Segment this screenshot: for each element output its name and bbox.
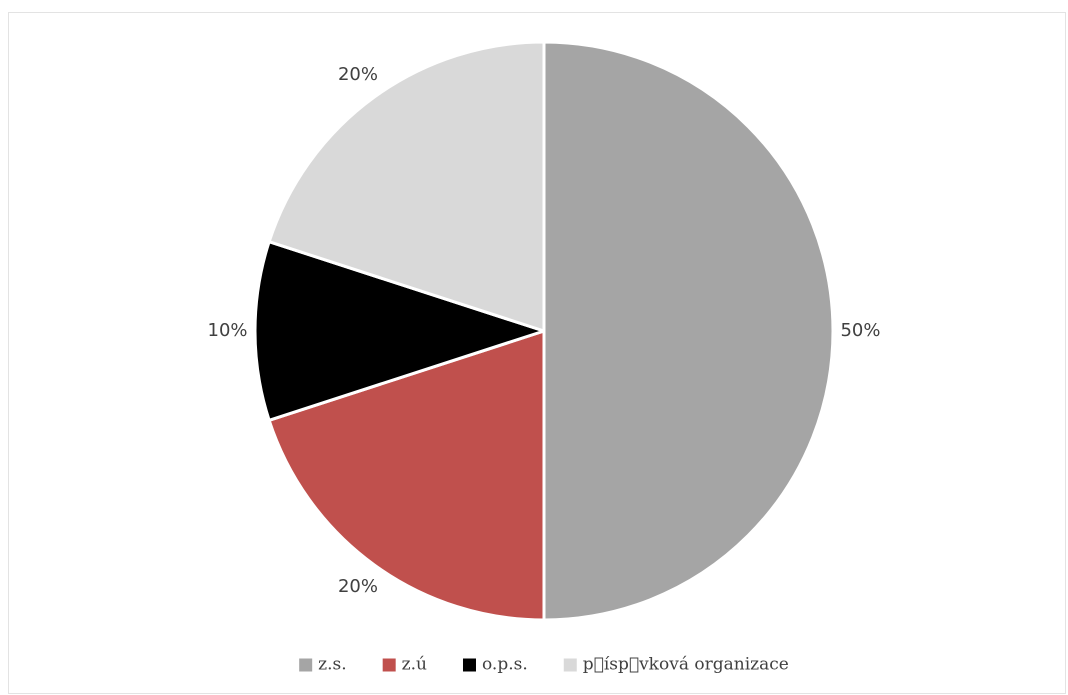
- pie-slice-1: [542, 40, 835, 622]
- legend-swatch-1: [299, 658, 313, 672]
- data-label-1: 50%: [840, 320, 880, 341]
- legend-label-4: p ísp vková organizace: [583, 655, 789, 675]
- legend-label-1: z.s.: [318, 655, 347, 675]
- pie-slice-2: [267, 329, 546, 622]
- data-label-4: 20%: [338, 64, 378, 85]
- legend-label-2: z.ú: [402, 655, 427, 675]
- pie-slice-3: [253, 240, 546, 422]
- legend-label-3: o.p.s.: [482, 655, 528, 675]
- legend-swatch-2: [382, 658, 396, 672]
- pie-slices: [253, 40, 835, 622]
- legend-item-3: o.p.s.: [462, 655, 528, 675]
- legend: z.s. z.ú o.p.s. p ísp vková organizace: [299, 655, 789, 675]
- data-label-3: 10%: [208, 320, 248, 341]
- data-label-2: 20%: [338, 576, 378, 597]
- legend-item-2: z.ú: [382, 655, 427, 675]
- legend-item-1: z.s.: [299, 655, 347, 675]
- data-labels: 50% 20% 10% 20%: [208, 64, 881, 597]
- legend-item-4: p ísp vková organizace: [563, 655, 789, 675]
- pie-slice-4: [267, 40, 546, 333]
- legend-swatch-3: [462, 658, 476, 672]
- legend-swatch-4: [563, 658, 577, 672]
